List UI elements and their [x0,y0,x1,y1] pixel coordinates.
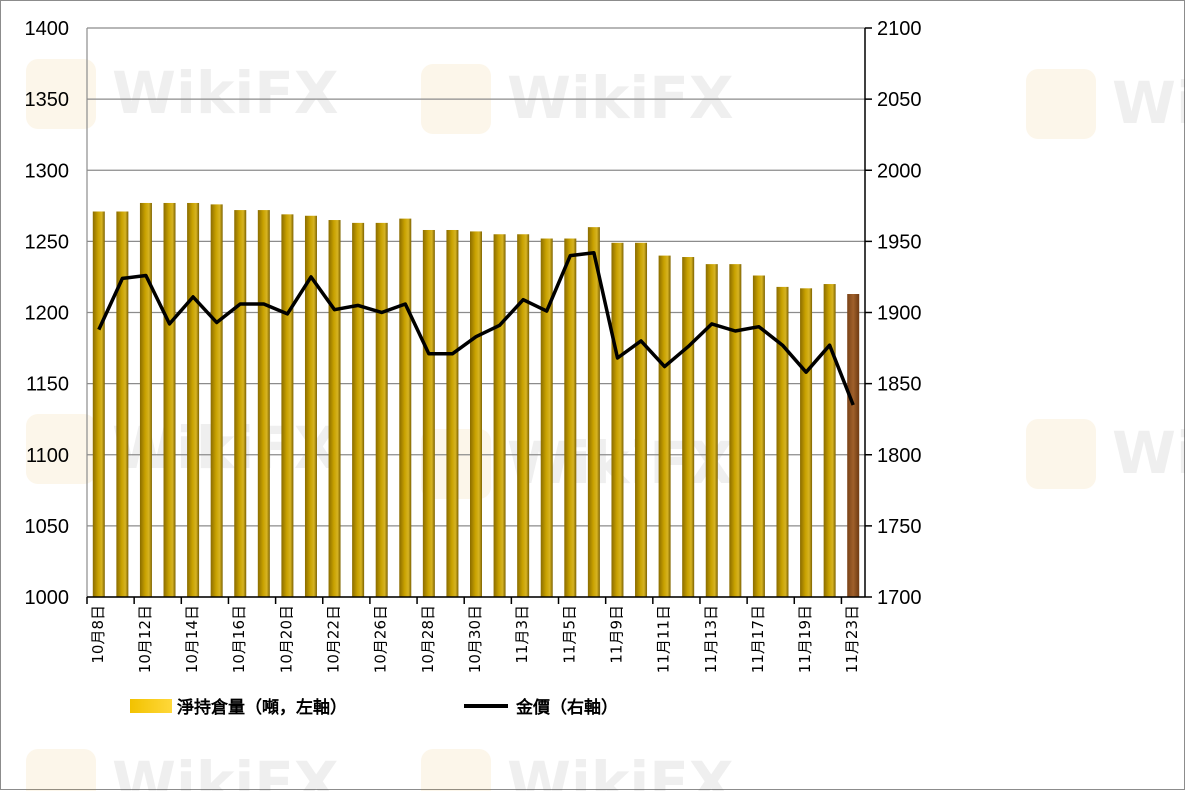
bar-18 [517,234,530,597]
bar-22 [611,242,624,598]
x-tick-label-8: 10月30日 [466,605,484,673]
legend: 淨持倉量（噸，左軸） 金價（右軸） [130,697,618,718]
bar-7 [257,210,270,597]
watermark-5: WikiFX [1026,419,1185,489]
watermark-logo-icon [26,59,96,129]
watermark-6: WikiFX [26,749,339,791]
bar-4 [187,202,200,597]
bar-28 [752,275,765,597]
bar-13 [399,218,412,598]
right-tick-label-2: 1800 [877,445,922,467]
right-tick-label-4: 1900 [877,303,922,325]
watermark-1: WikiFX [421,64,734,134]
right-tick-label-5: 1950 [877,231,922,253]
bar-31 [823,284,836,597]
watermark-text: WikiFX [1112,419,1185,487]
bar-5 [210,204,223,597]
x-tick-label-12: 11月11日 [655,605,673,673]
x-tick-label-0: 10月8日 [89,605,107,664]
watermark-logo-icon [26,414,96,484]
x-tick-label-13: 11月13日 [702,605,720,673]
x-tick-label-9: 11月3日 [513,605,531,664]
right-tick-label-3: 1850 [877,374,922,396]
left-tick-label-0: 1000 [25,587,70,609]
bar-3 [163,202,176,597]
bar-series [92,202,860,598]
bar-2 [139,202,152,597]
right-tick-label-6: 2000 [877,160,922,182]
watermark-text: WikiFX [507,749,734,791]
bar-0 [92,211,105,597]
watermark-7: WikiFX [421,749,734,791]
left-tick-label-6: 1300 [25,160,70,182]
x-tick-label-2: 10月14日 [183,605,201,673]
bar-21 [587,227,600,597]
left-tick-label-5: 1250 [25,231,70,253]
right-tick-label-8: 2100 [877,18,922,40]
x-tick-label-6: 10月26日 [372,605,390,673]
watermark-0: WikiFX [26,59,339,129]
bar-24 [658,255,671,597]
bar-9 [304,215,317,597]
bar-23 [635,242,648,598]
legend-bar-swatch [130,699,172,713]
watermark-text: WikiFX [112,749,339,791]
left-tick-label-2: 1100 [26,445,69,467]
bar-11 [352,222,365,597]
bar-25 [682,257,695,597]
left-tick-label-7: 1350 [25,89,70,111]
watermark-text: WikiFX [1112,69,1185,137]
bar-16 [470,231,482,598]
watermark-logo-icon [1026,419,1096,489]
axes: 1000 1050 1100 1150 1200 1250 1300 1350 1400 1700… [25,18,922,673]
watermark-text: WikiFX [112,59,339,127]
x-tick-label-10: 11月5日 [560,605,578,664]
bar-20 [564,238,577,597]
bar-8 [281,214,294,597]
right-tick-label-7: 2050 [877,89,922,111]
left-tick-label-1: 1050 [25,516,70,538]
legend-bar-label: 淨持倉量（噸，左軸） [177,697,347,718]
x-tick-label-3: 10月16日 [230,605,248,673]
bar-14 [422,229,435,597]
left-tick-label-8: 1400 [25,18,70,40]
bar-26 [705,264,718,597]
bar-12 [375,222,388,597]
watermark-logo-icon [1026,69,1096,139]
bar-6 [234,210,247,597]
watermark-logo-icon [26,749,96,791]
x-tick-label-7: 10月28日 [419,605,437,673]
gold-price-line [97,251,855,406]
watermark-2: WikiFX [1026,69,1185,139]
x-tick-label-4: 10月20日 [277,605,295,673]
watermarks: WikiFXWikiFXWikiFXWikiFXWikiFXWikiFXWiki… [26,59,1185,791]
right-tick-label-1: 1750 [877,516,922,538]
bar-32 [847,294,860,597]
bar-27 [729,264,742,597]
bar-19 [540,238,553,597]
bar-10 [328,220,341,597]
x-tick-label-15: 11月19日 [796,605,814,673]
watermark-logo-icon [421,749,491,791]
bar-1 [116,211,129,597]
x-tick-label-11: 11月9日 [607,605,625,664]
watermark-text: WikiFX [507,64,734,132]
bar-15 [446,229,459,597]
x-tick-label-1: 10月12日 [136,605,154,673]
line-series [97,251,855,406]
bar-29 [776,286,789,597]
bar-17 [493,234,506,597]
left-tick-label-4: 1200 [25,303,70,325]
right-tick-label-0: 1700 [877,587,922,609]
x-tick-label-5: 10月22日 [325,605,343,673]
left-tick-label-3: 1150 [26,374,69,396]
legend-line-label: 金價（右軸） [515,697,618,718]
x-tick-label-16: 11月23日 [843,605,861,673]
x-tick-label-14: 11月17日 [749,605,767,673]
bar-30 [800,288,813,597]
